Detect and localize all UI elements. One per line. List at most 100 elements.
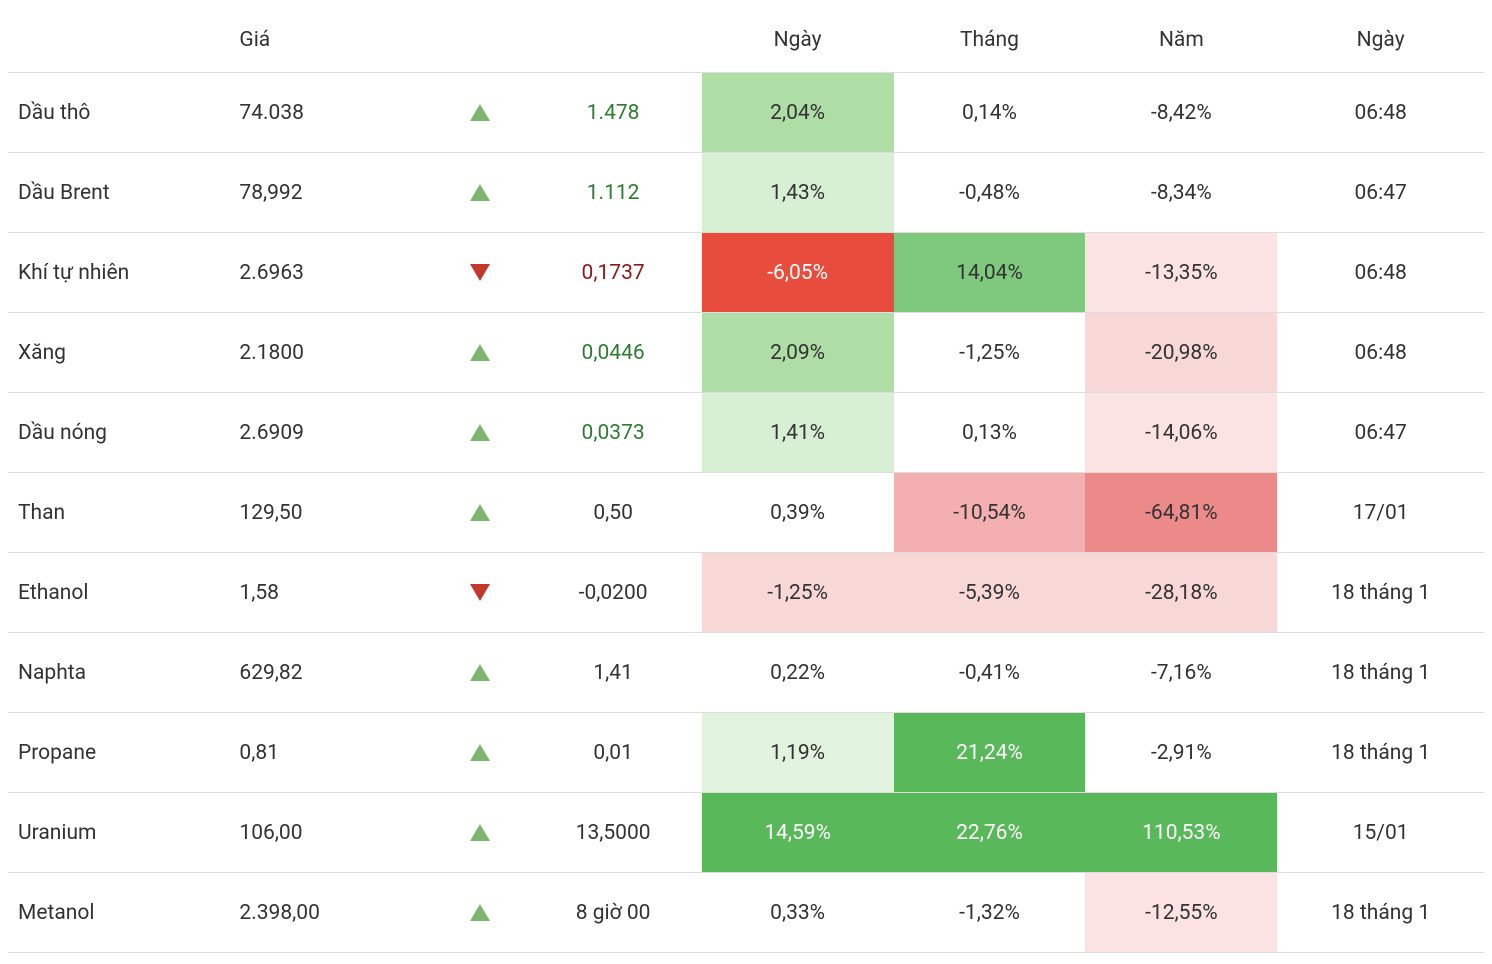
price-value: 106,00 — [229, 793, 436, 872]
commodity-name[interactable]: Than — [8, 473, 229, 552]
table-row[interactable]: Khí tự nhiên2.69630,1737-6,05%14,04%-13,… — [8, 233, 1484, 313]
month-pct: 0,13% — [894, 393, 1086, 472]
table-row[interactable]: Ethanol1,58 -0,0200-1,25%-5,39%-28,18%18 … — [8, 553, 1484, 633]
commodity-name[interactable]: Khí tự nhiên — [8, 233, 229, 312]
triangle-up-icon — [470, 104, 490, 121]
change-value: 0,0446 — [525, 313, 702, 392]
price-value: 1,58 — [229, 553, 436, 632]
commodity-name[interactable]: Dầu Brent — [8, 153, 229, 232]
change-value: 0,0373 — [525, 393, 702, 472]
header-year: Năm — [1085, 8, 1277, 73]
price-value: 78,992 — [229, 153, 436, 232]
table-row[interactable]: Dầu Brent78,9921.1121,43%-0,48%-8,34%06:… — [8, 153, 1484, 233]
commodity-name[interactable]: Propane — [8, 713, 229, 792]
month-pct: 14,04% — [894, 233, 1086, 312]
header-day: Ngày — [702, 8, 894, 73]
year-pct: 110,53% — [1085, 793, 1277, 872]
table-row[interactable]: Uranium106,0013,500014,59%22,76%110,53%1… — [8, 793, 1484, 873]
change-value: 0,01 — [525, 713, 702, 792]
triangle-down-icon — [470, 264, 490, 281]
header-price: Giá — [229, 8, 436, 73]
price-value: 129,50 — [229, 473, 436, 552]
year-pct: -2,91% — [1085, 713, 1277, 792]
price-value: 2.6909 — [229, 393, 436, 472]
day-pct: 14,59% — [702, 793, 894, 872]
month-pct: 0,14% — [894, 73, 1086, 152]
day-pct: 1,43% — [702, 153, 894, 232]
commodity-name[interactable]: Uranium — [8, 793, 229, 872]
table-row[interactable]: Xăng2.18000,04462,09%-1,25%-20,98%06:48 — [8, 313, 1484, 393]
header-time: Ngày — [1277, 8, 1484, 73]
commodity-name[interactable]: Naphta — [8, 633, 229, 712]
table-row[interactable]: Naphta629,821,410,22%-0,41%-7,16%18 thán… — [8, 633, 1484, 713]
header-change — [525, 8, 702, 73]
change-value: 8 giờ 00 — [525, 873, 702, 952]
change-value: 13,5000 — [525, 793, 702, 872]
triangle-up-icon — [470, 184, 490, 201]
time-value: 18 tháng 1 — [1277, 553, 1484, 632]
day-pct: 1,19% — [702, 713, 894, 792]
day-pct: 0,39% — [702, 473, 894, 552]
triangle-up-icon — [470, 344, 490, 361]
time-value: 18 tháng 1 — [1277, 873, 1484, 952]
commodity-name[interactable]: Dầu thô — [8, 73, 229, 152]
time-value: 06:47 — [1277, 393, 1484, 472]
change-value: 0,50 — [525, 473, 702, 552]
day-pct: 2,04% — [702, 73, 894, 152]
table-body: Dầu thô74.0381.4782,04%0,14%-8,42%06:48D… — [8, 73, 1484, 953]
triangle-down-icon — [470, 584, 490, 601]
time-value: 18 tháng 1 — [1277, 633, 1484, 712]
price-value: 2.1800 — [229, 313, 436, 392]
price-value: 74.038 — [229, 73, 436, 152]
header-name — [8, 8, 229, 73]
commodity-name[interactable]: Dầu nóng — [8, 393, 229, 472]
commodities-table: Giá Ngày Tháng Năm Ngày Dầu thô74.038 1.4… — [8, 8, 1484, 953]
year-pct: -8,42% — [1085, 73, 1277, 152]
table-row[interactable]: Propane0,81 0,011,19%21,24%-2,91%18 tháng… — [8, 713, 1484, 793]
table-row[interactable]: Metanol2.398,00 8 giờ 000,33%-1,32%-12,55… — [8, 873, 1484, 953]
commodity-name[interactable]: Xăng — [8, 313, 229, 392]
year-pct: -7,16% — [1085, 633, 1277, 712]
time-value: 06:47 — [1277, 153, 1484, 232]
month-pct: -10,54% — [894, 473, 1086, 552]
year-pct: -64,81% — [1085, 473, 1277, 552]
time-value: 15/01 — [1277, 793, 1484, 872]
day-pct: 0,33% — [702, 873, 894, 952]
year-pct: -20,98% — [1085, 313, 1277, 392]
triangle-up-icon — [470, 824, 490, 841]
change-value: 0,1737 — [525, 233, 702, 312]
table-row[interactable]: Than129,50 0,500,39%-10,54%-64,81%17/01 — [8, 473, 1484, 553]
time-value: 06:48 — [1277, 73, 1484, 152]
header-month: Tháng — [894, 8, 1086, 73]
price-value: 0,81 — [229, 713, 436, 792]
change-value: -0,0200 — [525, 553, 702, 632]
month-pct: -0,48% — [894, 153, 1086, 232]
month-pct: -0,41% — [894, 633, 1086, 712]
time-value: 06:48 — [1277, 313, 1484, 392]
year-pct: -12,55% — [1085, 873, 1277, 952]
commodity-name[interactable]: Ethanol — [8, 553, 229, 632]
change-value: 1,41 — [525, 633, 702, 712]
table-header: Giá Ngày Tháng Năm Ngày — [8, 8, 1484, 73]
price-value: 629,82 — [229, 633, 436, 712]
triangle-up-icon — [470, 424, 490, 441]
price-value: 2.398,00 — [229, 873, 436, 952]
year-pct: -28,18% — [1085, 553, 1277, 632]
time-value: 17/01 — [1277, 473, 1484, 552]
month-pct: -1,32% — [894, 873, 1086, 952]
table-row[interactable]: Dầu nóng2.6909 0,03731,41%0,13%-14,06%06:… — [8, 393, 1484, 473]
day-pct: -1,25% — [702, 553, 894, 632]
table-row[interactable]: Dầu thô74.038 1.4782,04%0,14%-8,42%06:48 — [8, 73, 1484, 153]
year-pct: -13,35% — [1085, 233, 1277, 312]
month-pct: -5,39% — [894, 553, 1086, 632]
month-pct: 21,24% — [894, 713, 1086, 792]
change-value: 1.478 — [525, 73, 702, 152]
header-direction — [436, 8, 525, 73]
commodity-name[interactable]: Metanol — [8, 873, 229, 952]
day-pct: 1,41% — [702, 393, 894, 472]
time-value: 18 tháng 1 — [1277, 713, 1484, 792]
triangle-up-icon — [470, 904, 490, 921]
day-pct: -6,05% — [702, 233, 894, 312]
year-pct: -14,06% — [1085, 393, 1277, 472]
triangle-up-icon — [470, 504, 490, 521]
